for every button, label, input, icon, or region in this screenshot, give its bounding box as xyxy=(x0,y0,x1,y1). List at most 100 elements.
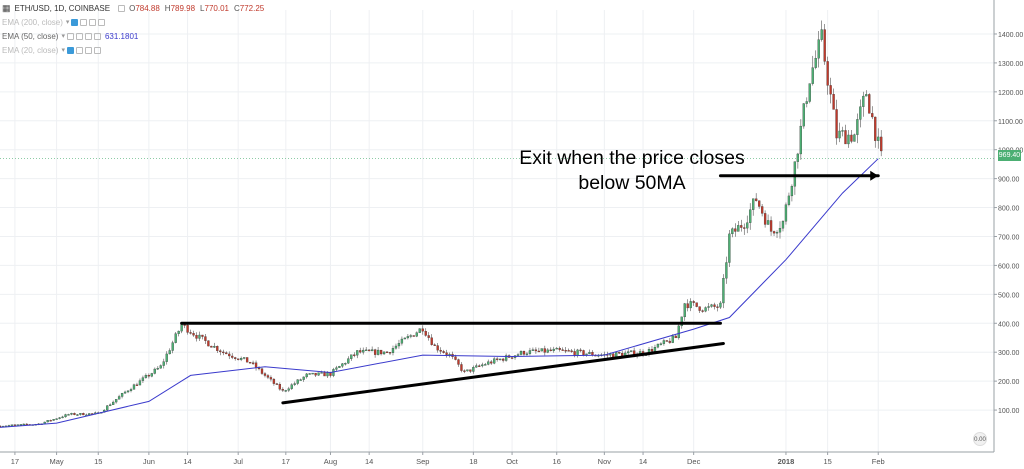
chevron-down-icon[interactable]: ▾ xyxy=(61,47,65,54)
indicator-row-ema20[interactable]: EMA (20, close) ▾ xyxy=(2,44,101,56)
candle-body xyxy=(290,384,293,389)
settings-icon[interactable] xyxy=(75,46,83,54)
symbol-label[interactable]: ETH/USD, 1D, COINBASE xyxy=(14,3,111,13)
candle-body xyxy=(439,349,442,352)
chevron-down-icon[interactable]: ▾ xyxy=(61,33,65,40)
candle-body xyxy=(454,356,457,360)
candle-body xyxy=(481,364,484,367)
candle-body xyxy=(385,351,389,354)
indicator-row-ema200[interactable]: EMA (200, close) ▾ xyxy=(2,16,106,28)
candle-body xyxy=(704,307,707,312)
candle-body xyxy=(653,347,657,352)
eye-icon[interactable] xyxy=(66,32,74,40)
candle-body xyxy=(772,231,776,234)
price-tick-label: 400.00 xyxy=(998,321,1020,328)
candle-body xyxy=(823,29,826,62)
candle-body xyxy=(552,348,555,351)
candle-body xyxy=(487,361,490,365)
candle-body xyxy=(138,380,142,386)
indicator-label[interactable]: EMA (50, close) xyxy=(2,31,59,41)
candle-body xyxy=(561,349,564,351)
candle-body xyxy=(448,353,451,356)
candle-body xyxy=(388,352,392,354)
candle-body xyxy=(257,367,261,370)
close-icon[interactable] xyxy=(84,32,92,40)
candle-body xyxy=(564,350,567,352)
candle-body xyxy=(504,355,508,361)
candle-body xyxy=(621,352,624,357)
chevron-down-icon[interactable]: ▾ xyxy=(65,19,70,26)
indicator-row-ema50[interactable]: EMA (50, close) ▾ 631.1801 xyxy=(2,30,138,42)
candle-body xyxy=(588,351,591,355)
price-axis-bg xyxy=(994,0,1024,469)
ema50-line xyxy=(0,158,879,428)
candle-body xyxy=(501,358,505,361)
candle-body xyxy=(284,390,287,392)
candle-body xyxy=(144,375,148,378)
candle-body xyxy=(311,372,314,375)
candle-body xyxy=(168,350,171,355)
candle-body xyxy=(299,379,302,381)
price-tick-label: 1200.00 xyxy=(998,90,1023,97)
candle-body xyxy=(376,349,380,355)
candle-body xyxy=(350,354,353,359)
candle-body xyxy=(263,373,267,376)
ohlc-high-key: H xyxy=(164,3,171,13)
close-icon[interactable] xyxy=(89,18,97,26)
candle-body xyxy=(781,221,785,229)
candle-body xyxy=(829,85,832,95)
candle-body xyxy=(373,349,377,355)
more-icon[interactable] xyxy=(93,46,101,54)
settings-icon[interactable] xyxy=(80,18,88,26)
candle-body xyxy=(153,368,156,374)
time-tick-label: 14 xyxy=(365,457,373,466)
candle-body xyxy=(55,418,58,420)
candle-body xyxy=(46,420,49,423)
price-tick-label: 700.00 xyxy=(998,234,1020,241)
candle-body xyxy=(618,352,621,354)
exit-annotation: Exit when the price closes below 50MA xyxy=(490,146,774,196)
candle-body xyxy=(499,358,502,361)
candle-body xyxy=(871,113,874,118)
candle-body xyxy=(659,343,663,345)
more-icon[interactable] xyxy=(98,18,106,26)
close-icon[interactable] xyxy=(84,46,92,54)
candle-body xyxy=(591,351,594,356)
candle-body xyxy=(555,347,558,350)
candle-body xyxy=(749,209,752,223)
candle-body xyxy=(755,198,758,201)
candle-body xyxy=(210,345,213,348)
candle-body xyxy=(302,376,305,380)
candle-body xyxy=(412,335,415,337)
indicator-label[interactable]: EMA (20, close) xyxy=(2,45,59,55)
time-tick-label: 14 xyxy=(183,457,191,466)
candle-body xyxy=(490,361,493,364)
candle-body xyxy=(61,416,64,419)
settings-icon[interactable] xyxy=(75,32,83,40)
price-tick-label: 500.00 xyxy=(998,292,1020,299)
candle-body xyxy=(760,206,764,214)
auto-scale-button[interactable]: 0.00 xyxy=(973,432,987,446)
candle-body xyxy=(534,349,538,352)
candle-body xyxy=(802,103,805,127)
eye-icon[interactable] xyxy=(71,18,79,26)
candle-body xyxy=(88,413,91,416)
candle-body xyxy=(880,136,883,152)
candle-body xyxy=(198,334,201,339)
time-tick-label: 14 xyxy=(639,457,647,466)
legend-settings-icon[interactable] xyxy=(118,4,126,12)
indicator-label[interactable]: EMA (200, close) xyxy=(2,17,63,27)
candle-body xyxy=(338,366,341,368)
candle-body xyxy=(668,340,671,343)
more-icon[interactable] xyxy=(93,32,101,40)
candle-body xyxy=(877,136,880,141)
candle-body xyxy=(868,94,871,114)
candle-body xyxy=(546,349,549,353)
candle-body xyxy=(370,349,374,352)
candle-body xyxy=(460,364,463,371)
candle-body xyxy=(165,353,168,362)
eye-icon[interactable] xyxy=(66,46,74,54)
candle-body xyxy=(692,301,695,303)
candle-body xyxy=(826,61,829,86)
